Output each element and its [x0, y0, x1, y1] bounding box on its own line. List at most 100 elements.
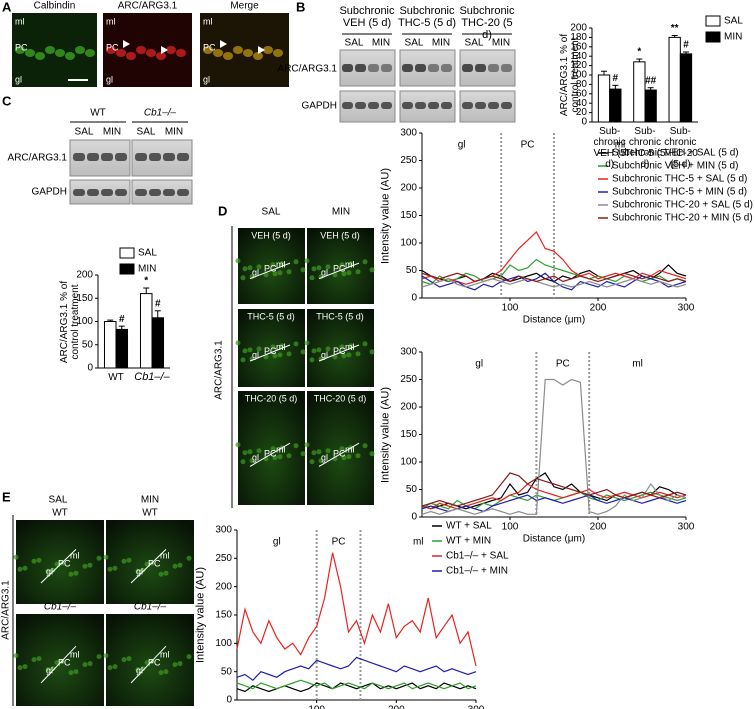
band: [177, 153, 189, 161]
y-tick-label: 150: [76, 293, 93, 304]
y-tick-label: 200: [400, 402, 417, 413]
cell: [135, 568, 141, 574]
region-label: PC: [264, 449, 277, 459]
region-label: ml: [160, 649, 170, 659]
cell: [309, 275, 315, 281]
y-tick-label: 300: [400, 128, 417, 139]
band: [415, 64, 426, 72]
cell: [135, 667, 141, 673]
cell: [203, 46, 213, 54]
row-label: GAPDH: [301, 101, 337, 112]
cell: [355, 453, 361, 459]
significance-label: #: [155, 298, 161, 309]
cell: [235, 340, 241, 346]
cell: [36, 557, 42, 563]
cell: [106, 46, 116, 54]
band: [73, 153, 85, 161]
y-tick-label: 100: [400, 238, 417, 249]
y-tick-label: 50: [82, 339, 94, 350]
cell: [73, 570, 79, 576]
cell: [316, 265, 322, 271]
x-tick-label: 300: [468, 705, 485, 709]
data-line: [421, 378, 687, 515]
column-header: SAL: [49, 495, 68, 506]
legend-swatch: [705, 15, 721, 27]
cell: [17, 665, 23, 671]
cell: [13, 653, 19, 659]
y-tick-label: 60: [576, 88, 588, 99]
significance-label: *: [637, 47, 641, 58]
y-tick-label: 0: [87, 363, 93, 374]
profile-line: [318, 442, 360, 467]
bar: [151, 317, 165, 369]
x-tick-label: 100: [308, 705, 325, 709]
y-axis-label: Intensity value (AU): [379, 386, 392, 483]
band: [428, 64, 439, 72]
image-title: Cb1–/–: [44, 602, 77, 613]
cell: [309, 357, 315, 363]
cell: [107, 665, 113, 671]
image-title: THC-20 (5 d): [245, 393, 298, 403]
cell: [369, 349, 375, 355]
region-label: ml: [276, 342, 286, 352]
data-line: [421, 472, 687, 507]
cell: [263, 272, 269, 278]
y-tick-label: 50: [221, 666, 233, 677]
cell: [270, 262, 276, 268]
cell: [341, 455, 347, 461]
region-label: ml: [276, 260, 286, 270]
cell: [172, 563, 178, 569]
micrograph: [106, 614, 194, 706]
legend-label: SAL: [138, 248, 157, 259]
data-line: [421, 258, 687, 285]
region-label: PC: [556, 359, 570, 370]
band: [501, 102, 512, 109]
legend-label: Subchronic THC-5 + SAL (5 d): [612, 174, 747, 185]
y-tick-label: 180: [570, 32, 587, 43]
band: [115, 153, 127, 161]
cell: [163, 669, 169, 675]
region-label: ml: [413, 537, 424, 548]
x-tick-label: 200: [590, 303, 607, 314]
cell: [304, 340, 310, 346]
cell: [116, 49, 126, 57]
cell: [348, 343, 354, 349]
cell: [247, 347, 253, 353]
region-label: gl: [106, 74, 113, 84]
cell: [126, 52, 136, 60]
cell: [140, 567, 146, 573]
cell: [121, 558, 127, 564]
region-label: PC: [333, 346, 346, 356]
data-line: [421, 494, 687, 513]
band: [149, 153, 161, 161]
cell: [45, 568, 51, 574]
image-title: VEH (5 d): [320, 230, 360, 240]
bar: [597, 74, 611, 123]
bar: [668, 36, 681, 123]
panel-letter: D: [218, 203, 227, 218]
y-tick-label: 150: [215, 610, 232, 621]
band: [342, 102, 353, 109]
cell: [362, 443, 368, 449]
bar: [139, 293, 153, 369]
cell: [272, 271, 278, 277]
legend-label: WT + SAL: [446, 521, 492, 532]
band: [501, 64, 512, 72]
cell: [242, 266, 248, 272]
band: [115, 189, 127, 196]
legend-label: Subchronic VEH + MIN (5 d): [612, 161, 738, 172]
cell: [311, 450, 317, 456]
cell: [332, 272, 338, 278]
cell: [68, 670, 74, 676]
cell: [82, 662, 88, 668]
region-label: ml: [70, 550, 80, 560]
lane-label: MIN: [492, 38, 510, 49]
region-label: ml: [615, 140, 626, 151]
cell: [341, 271, 347, 277]
cell: [249, 458, 255, 464]
band: [488, 64, 499, 72]
legend-swatch: [705, 31, 721, 43]
cell: [279, 343, 285, 349]
column-header: MIN: [332, 207, 350, 218]
